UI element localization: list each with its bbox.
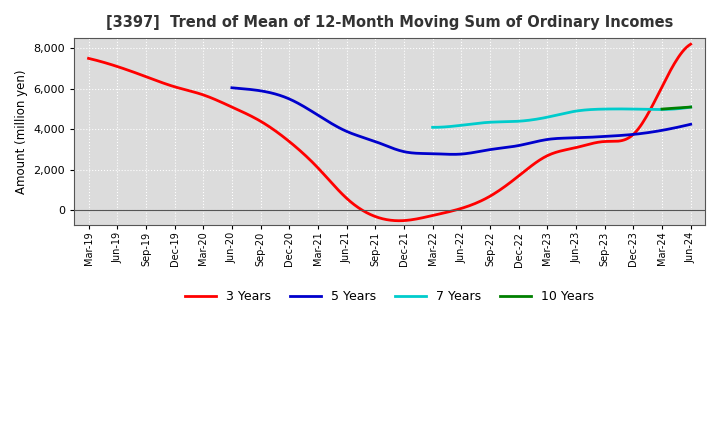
5 Years [510,144,518,149]
7 Years [582,107,590,113]
5 Years [616,133,624,138]
7 Years [663,107,672,112]
5 Years [645,130,654,135]
3 Years [594,139,603,145]
7 Years [587,107,595,112]
7 Years [428,125,437,130]
Line: 7 Years: 7 Years [433,107,690,127]
Line: 5 Years: 5 Years [232,88,690,154]
3 Years [455,206,464,212]
3 Years [443,209,451,215]
3 Years [445,209,454,214]
7 Years [582,107,591,113]
5 Years [500,145,509,150]
Legend: 3 Years, 5 Years, 7 Years, 10 Years: 3 Years, 5 Years, 7 Years, 10 Years [180,285,599,308]
3 Years [395,218,403,224]
3 Years [686,41,695,47]
3 Years [84,56,93,61]
3 Years [632,128,641,134]
Line: 3 Years: 3 Years [89,44,690,221]
7 Years [686,104,695,110]
7 Years [429,125,438,130]
Title: [3397]  Trend of Mean of 12-Month Moving Sum of Ordinary Incomes: [3397] Trend of Mean of 12-Month Moving … [106,15,673,30]
5 Years [686,121,695,127]
5 Years [229,85,238,91]
5 Years [449,152,457,157]
7 Years [430,125,438,130]
10 Years [657,106,666,112]
10 Years [686,104,695,110]
7 Years [647,107,655,112]
5 Years [503,145,511,150]
Y-axis label: Amount (million yen): Amount (million yen) [15,69,28,194]
5 Years [228,85,236,91]
Line: 10 Years: 10 Years [662,107,690,109]
3 Years [86,56,95,62]
